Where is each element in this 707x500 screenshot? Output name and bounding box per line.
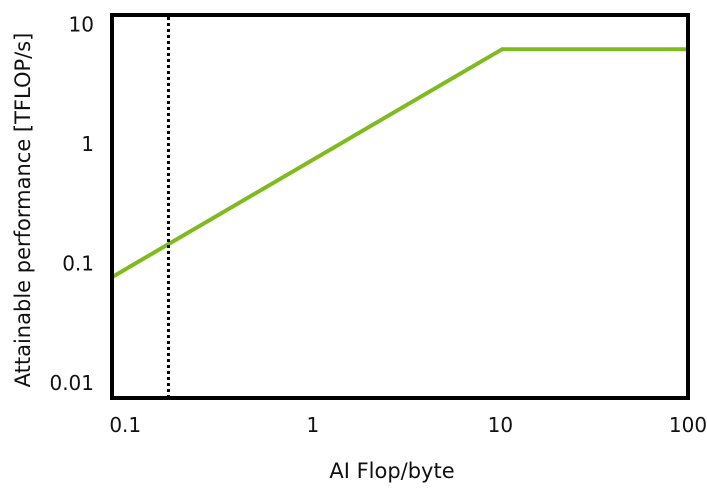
plot-frame (110, 13, 690, 400)
series-line-roofline (110, 47, 688, 279)
x-axis-label: AI Flop/byte (329, 459, 454, 483)
y-axis-label: Attainable performance [TFLOP/s] (11, 33, 35, 388)
y-tick-label: 0.1 (62, 252, 94, 276)
x-tick-label: 0.1 (109, 413, 141, 437)
tick-labels: 0.1 1 10 100 0.01 0.1 1 10 (49, 12, 707, 437)
x-tick-label: 100 (669, 413, 707, 437)
x-tick-label: 1 (306, 413, 319, 437)
y-tick-label: 1 (81, 132, 94, 156)
plot-marks (110, 17, 688, 396)
y-tick-label: 10 (69, 12, 94, 36)
x-tick-label: 10 (488, 413, 513, 437)
y-tick-label: 0.01 (49, 371, 94, 395)
